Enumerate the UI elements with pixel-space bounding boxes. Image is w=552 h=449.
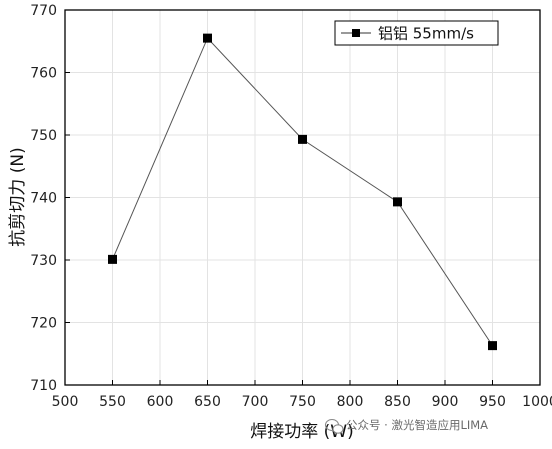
x-tick-label: 950 bbox=[479, 394, 506, 410]
x-axis-title: 焊接功率 (W) bbox=[250, 422, 353, 442]
legend-marker bbox=[352, 29, 360, 37]
grid bbox=[65, 10, 540, 385]
x-tick-label: 750 bbox=[289, 394, 316, 410]
x-tick-label: 500 bbox=[52, 394, 79, 410]
y-tick-label: 750 bbox=[30, 128, 57, 144]
x-tick-label: 650 bbox=[194, 394, 221, 410]
x-tick-label: 700 bbox=[242, 394, 269, 410]
x-tick-label: 550 bbox=[99, 394, 126, 410]
watermark-text: 公众号 · 激光智造应用LIMA bbox=[346, 418, 488, 432]
data-point bbox=[203, 33, 212, 43]
y-axis-title: 抗剪切力 (N) bbox=[8, 147, 28, 246]
legend: 铝铝 55mm/s bbox=[334, 20, 499, 46]
x-tick-label: 600 bbox=[147, 394, 174, 410]
watermark: 公众号 · 激光智造应用LIMA bbox=[324, 418, 488, 434]
data-point bbox=[298, 134, 307, 144]
data-point bbox=[488, 341, 497, 351]
legend-label: 铝铝 55mm/s bbox=[378, 25, 474, 43]
y-tick-label: 770 bbox=[30, 3, 57, 19]
y-tick-label: 760 bbox=[30, 66, 57, 82]
series bbox=[108, 33, 497, 351]
axis-ticks: 500 550 600 650 700 750 800 850 900 950 1000 710 720… bbox=[30, 3, 552, 410]
y-tick-label: 730 bbox=[30, 253, 57, 269]
data-point bbox=[393, 197, 402, 207]
x-tick-label: 900 bbox=[432, 394, 459, 410]
wechat-icon bbox=[324, 418, 344, 434]
x-tick-label: 1000 bbox=[522, 394, 552, 410]
y-tick-label: 720 bbox=[30, 316, 57, 332]
x-tick-label: 800 bbox=[337, 394, 364, 410]
x-tick-label: 850 bbox=[384, 394, 411, 410]
y-tick-label: 740 bbox=[30, 191, 57, 207]
y-tick-label: 710 bbox=[30, 378, 57, 394]
data-point bbox=[108, 254, 117, 264]
